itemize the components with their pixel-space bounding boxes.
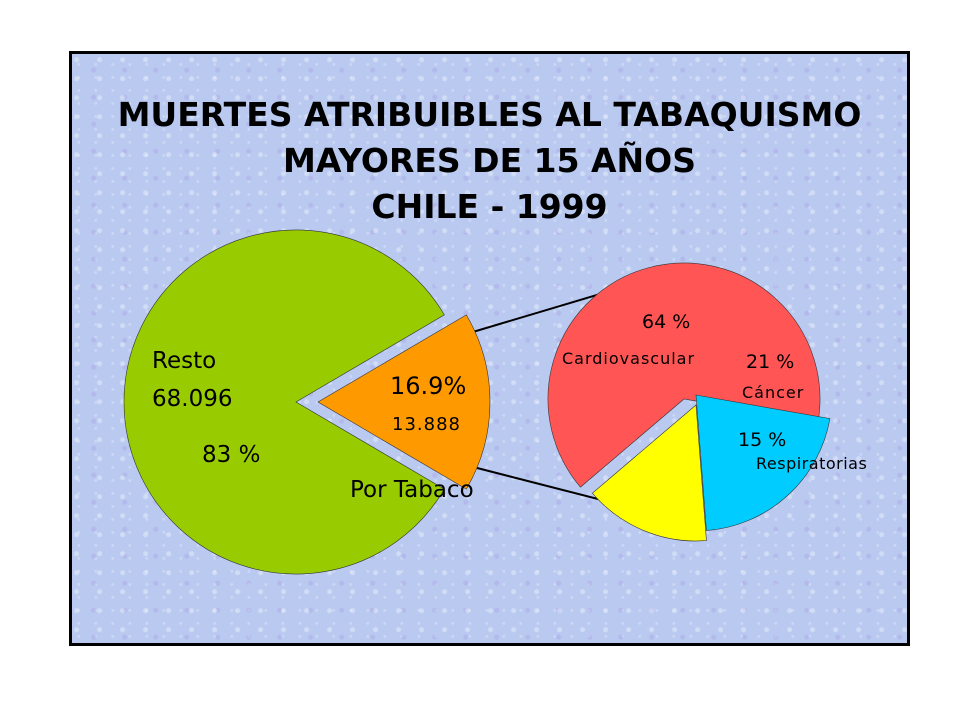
- slide-panel: MUERTES ATRIBUIBLES AL TABAQUISMO MAYORE…: [69, 51, 910, 646]
- label-cancer: Cáncer: [742, 383, 804, 402]
- title-line-2: MAYORES DE 15 AÑOS: [282, 141, 696, 180]
- label-resp-percent: 15 %: [738, 429, 786, 451]
- label-cardio: Cardiovascular: [562, 349, 695, 368]
- slice-respiratorias: [592, 404, 707, 542]
- label-tabaco: Por Tabaco: [350, 477, 474, 503]
- slice-tabaco: [317, 314, 491, 490]
- title-line-3: CHILE - 1999: [371, 187, 608, 226]
- slice-cardiovascular: [547, 262, 821, 488]
- label-cancer-percent: 21 %: [746, 351, 794, 373]
- slice-resto: [123, 229, 445, 575]
- label-resto-percent: 83 %: [202, 442, 260, 468]
- label-cardio-percent: 64 %: [642, 311, 690, 333]
- pie-charts: Resto 68.096 83 % 16.9% 13.888 Por Tabac…: [123, 229, 867, 575]
- slice-cancer: [695, 394, 831, 531]
- chart-title: MUERTES ATRIBUIBLES AL TABAQUISMO MAYORE…: [72, 92, 907, 230]
- label-resto: Resto: [152, 348, 216, 374]
- label-tabaco-percent: 16.9%: [390, 372, 466, 400]
- label-resto-count: 68.096: [152, 386, 232, 412]
- title-line-1: MUERTES ATRIBUIBLES AL TABAQUISMO: [117, 95, 862, 134]
- label-tabaco-count: 13.888: [392, 414, 461, 435]
- label-resp: Respiratorias: [756, 454, 867, 473]
